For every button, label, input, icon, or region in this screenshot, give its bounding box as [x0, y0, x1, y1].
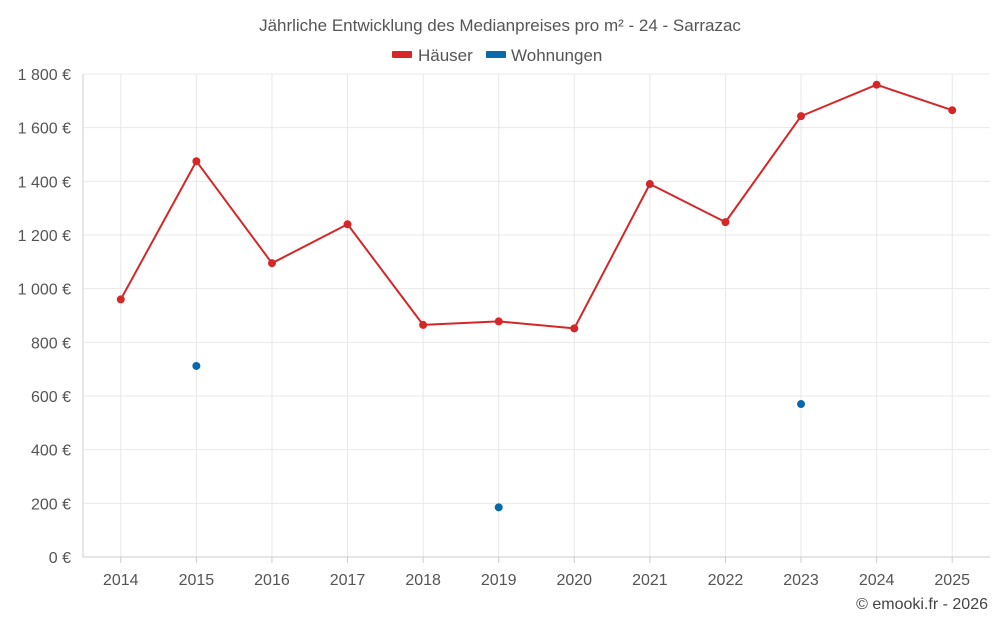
x-tick-label: 2018 — [405, 572, 441, 589]
y-tick-label: 1 600 € — [18, 121, 71, 138]
y-tick-label: 1 200 € — [18, 228, 71, 245]
y-tick-label: 1 000 € — [18, 282, 71, 299]
legend-swatch-wohnungen — [486, 51, 506, 58]
x-tick-label: 2023 — [783, 572, 819, 589]
data-point-wohnungen[interactable] — [192, 361, 201, 370]
data-point-haeuser[interactable] — [343, 220, 352, 229]
data-point-haeuser[interactable] — [948, 106, 957, 115]
x-tick-label: 2024 — [859, 572, 895, 589]
data-point-haeuser[interactable] — [419, 320, 428, 329]
series-line-haeuser — [119, 83, 953, 330]
series — [116, 80, 957, 512]
x-tick-label: 2021 — [632, 572, 668, 589]
legend: Häuser Wohnungen — [392, 46, 602, 65]
data-point-haeuser[interactable] — [797, 112, 806, 121]
data-point-haeuser[interactable] — [570, 324, 579, 333]
data-point-haeuser[interactable] — [872, 80, 881, 89]
data-point-haeuser[interactable] — [116, 295, 125, 304]
y-tick-label: 0 € — [49, 550, 71, 567]
y-tick-label: 600 € — [31, 389, 71, 406]
data-point-wohnungen[interactable] — [797, 400, 806, 409]
x-tick-label: 2020 — [556, 572, 592, 589]
x-tick-label: 2025 — [934, 572, 970, 589]
legend-item-haeuser[interactable]: Häuser — [392, 46, 473, 65]
x-tick-label: 2014 — [103, 572, 139, 589]
series-wohnungen — [192, 361, 806, 512]
grid — [83, 73, 990, 558]
y-tick-label: 1 400 € — [18, 174, 71, 191]
legend-swatch-haeuser — [392, 51, 412, 58]
chart-title: Jährliche Entwicklung des Medianpreises … — [259, 16, 741, 35]
credit-text: © emooki.fr - 2026 — [856, 596, 988, 613]
axes: 0 € 200 € 400 € 600 € 800 € 1 000 € 1 200 € 1 4… — [18, 67, 990, 589]
series-haeuser — [116, 80, 957, 333]
data-point-haeuser[interactable] — [192, 157, 201, 166]
y-tick-label: 400 € — [31, 443, 71, 460]
data-point-haeuser[interactable] — [721, 218, 730, 227]
data-point-wohnungen[interactable] — [494, 503, 503, 512]
y-tick-label: 200 € — [31, 496, 71, 513]
legend-label-wohnungen: Wohnungen — [511, 46, 602, 65]
y-tick-label: 1 800 € — [18, 67, 71, 84]
x-tick-label: 2016 — [254, 572, 290, 589]
legend-item-wohnungen[interactable]: Wohnungen — [486, 46, 602, 65]
legend-label-haeuser: Häuser — [418, 46, 473, 65]
data-point-haeuser[interactable] — [267, 259, 276, 268]
data-point-haeuser[interactable] — [645, 180, 654, 189]
y-tick-label: 800 € — [31, 335, 71, 352]
x-tick-label: 2015 — [179, 572, 215, 589]
x-tick-label: 2022 — [708, 572, 744, 589]
x-tick-label: 2017 — [330, 572, 366, 589]
data-point-haeuser[interactable] — [494, 317, 503, 326]
x-tick-label: 2019 — [481, 572, 517, 589]
